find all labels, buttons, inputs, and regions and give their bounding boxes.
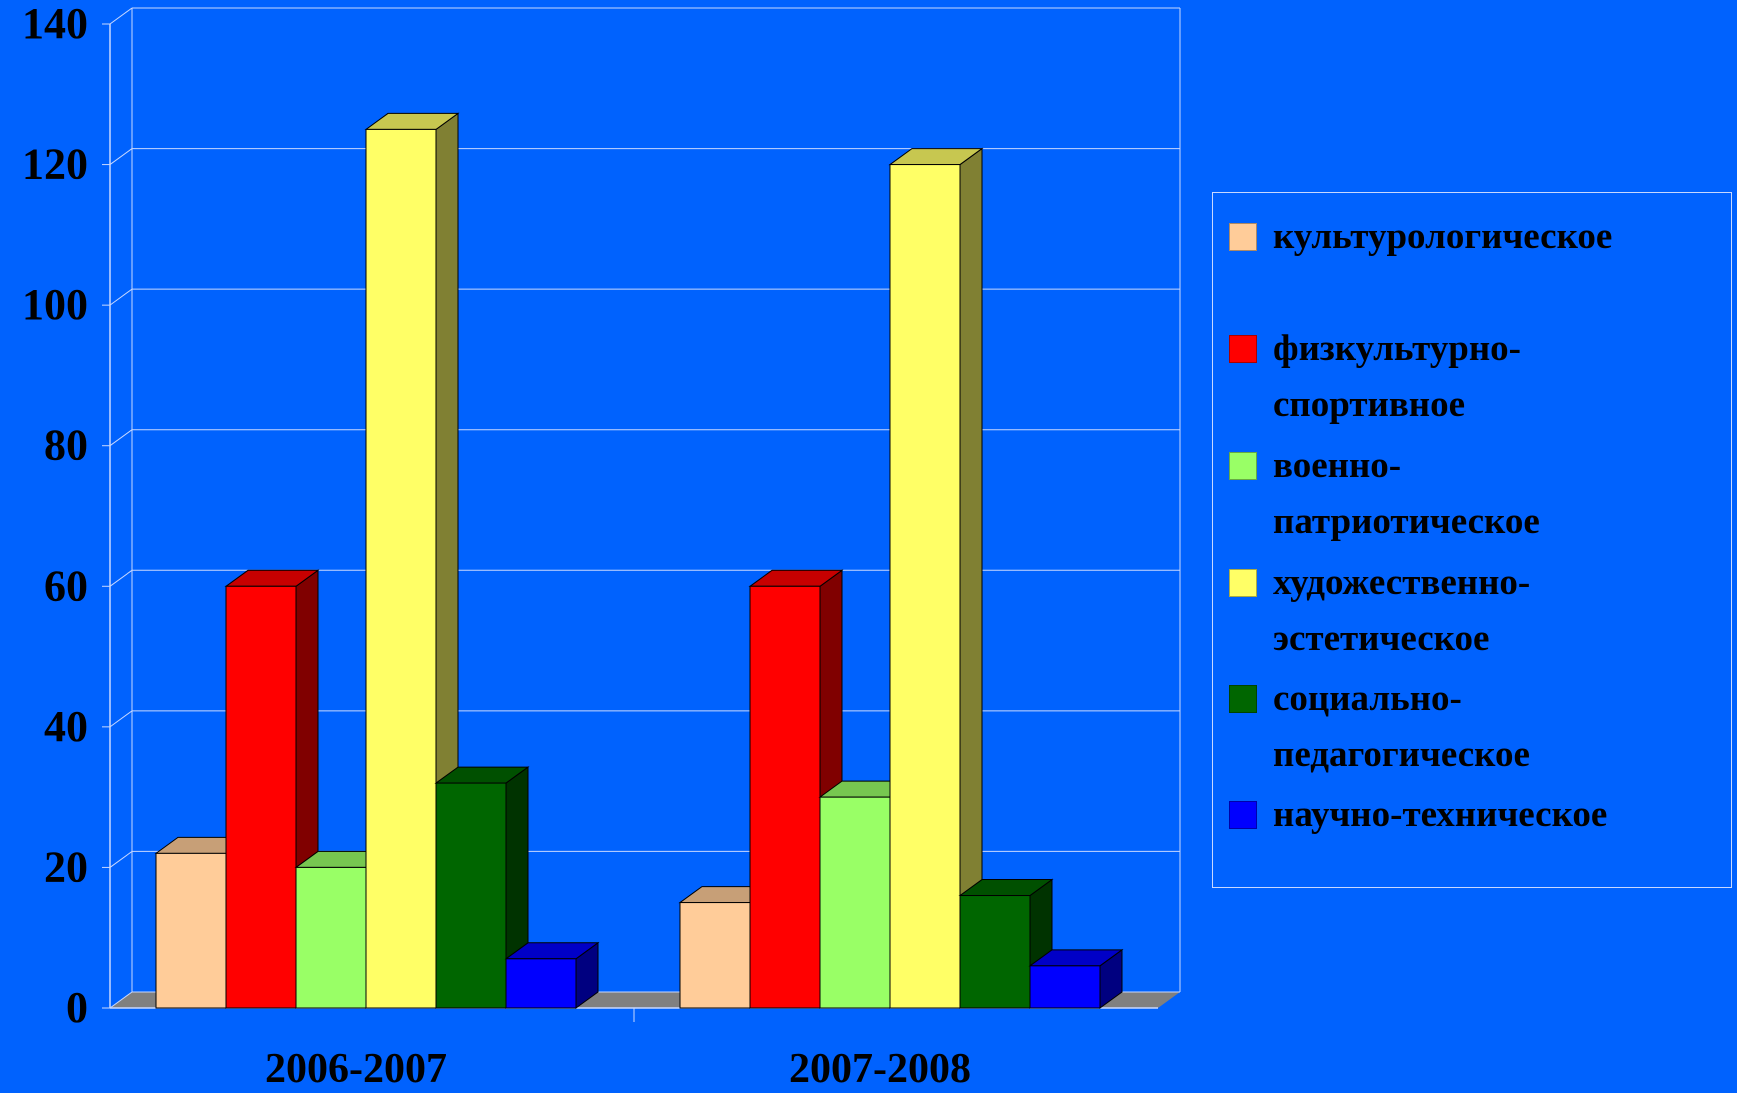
gridline-depth [109,851,133,868]
bar-front [959,895,1031,1009]
y-tick-label: 120 [22,140,88,189]
legend: культурологическое физкультурно- спортив… [1212,192,1732,888]
legend-label: физкультурно- спортивное [1273,328,1521,425]
gridline-depth [109,429,133,447]
legend-swatch [1229,223,1257,251]
bar [1028,948,1124,1009]
y-tick-label: 60 [44,561,88,610]
bar-front [679,902,751,1009]
gridline-depth [109,569,133,587]
y-tick-label: 0 [66,983,88,1032]
legend-label: социально- педагогическое [1273,678,1530,775]
gridline-depth [109,991,133,1009]
legend-label: научно-техническое [1273,794,1608,835]
bar [888,147,984,1009]
legend-swatch [1229,685,1257,713]
bar-front [225,585,297,1009]
bars [154,112,1124,1009]
bar-front [819,796,891,1009]
y-tick-label: 100 [22,280,88,329]
gridline-depth [109,7,133,25]
y-tick-label: 20 [44,842,88,891]
bar-front [1029,965,1101,1009]
bar [504,941,600,1009]
x-tick-labels: 2006-2007 2007-2008 [265,1046,971,1092]
bar-front [365,128,437,1009]
bar-front [155,852,227,1009]
gridline-depth [109,710,133,728]
legend-swatch [1229,335,1257,363]
y-tick-label: 80 [44,421,88,470]
bar-front [295,866,367,1009]
legend-swatch [1229,569,1257,597]
bar-front [435,782,507,1009]
y-tick-labels: 0 20 40 60 80 100 120 140 [22,0,88,1032]
bar-front [889,164,961,1009]
legend-swatch [1229,452,1257,480]
bar-front [505,958,577,1009]
legend-label: культурологическое [1273,216,1613,257]
y-tick-label: 140 [22,0,88,48]
legend-label: военно- патриотическое [1273,445,1540,542]
y-tick-label: 40 [44,702,88,751]
bar-front [749,585,821,1009]
bar-side [959,147,983,1009]
gridline-depth [109,148,133,165]
x-tick-label: 2006-2007 [265,1046,447,1088]
legend-swatch [1229,801,1257,829]
legend-label: художественно- эстетическое [1273,562,1531,659]
x-tick-label: 2007-2008 [789,1046,971,1088]
gridline-depth [109,288,133,306]
